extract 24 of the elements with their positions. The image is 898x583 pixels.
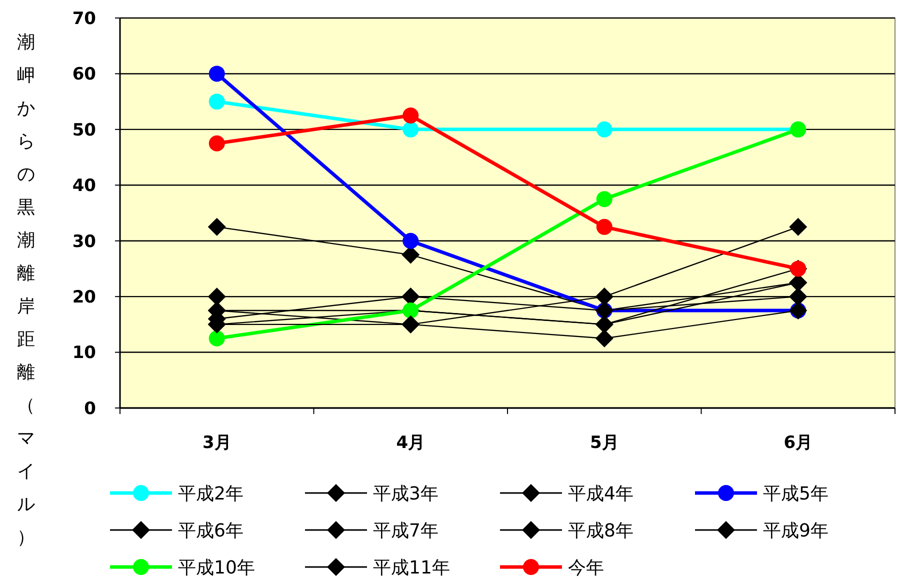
legend-label: 平成4年	[568, 483, 634, 504]
legend-label: 平成7年	[373, 520, 438, 542]
x-tick-label: 5月	[590, 433, 619, 453]
y-tick-label: 40	[72, 176, 96, 196]
y-tick-label: 70	[72, 8, 96, 29]
y-tick-label: 50	[72, 120, 96, 140]
legend-label: 平成11年	[373, 557, 450, 578]
legend-label: 平成6年	[178, 520, 244, 542]
y-tick-label: 30	[72, 232, 96, 252]
x-tick-label: 4月	[396, 433, 426, 453]
y-tick-label: 20	[72, 288, 96, 308]
y-tick-label: 60	[72, 64, 96, 85]
legend-label: 平成3年	[373, 483, 438, 504]
y-tick-label: 0	[84, 398, 96, 419]
x-tick-label: 6月	[784, 433, 813, 453]
legend-label: 平成10年	[178, 557, 255, 578]
legend-label: 平成8年	[568, 520, 634, 542]
legend-label: 今年	[568, 557, 604, 578]
legend-label: 平成2年	[178, 483, 244, 504]
legend-label: 平成9年	[763, 520, 828, 542]
text: 潮岬からの黒潮離岸距離（マイル）	[17, 32, 35, 548]
legend-label: 平成5年	[763, 483, 828, 504]
x-tick-label: 3月	[202, 433, 232, 453]
y-tick-label: 10	[72, 343, 96, 364]
